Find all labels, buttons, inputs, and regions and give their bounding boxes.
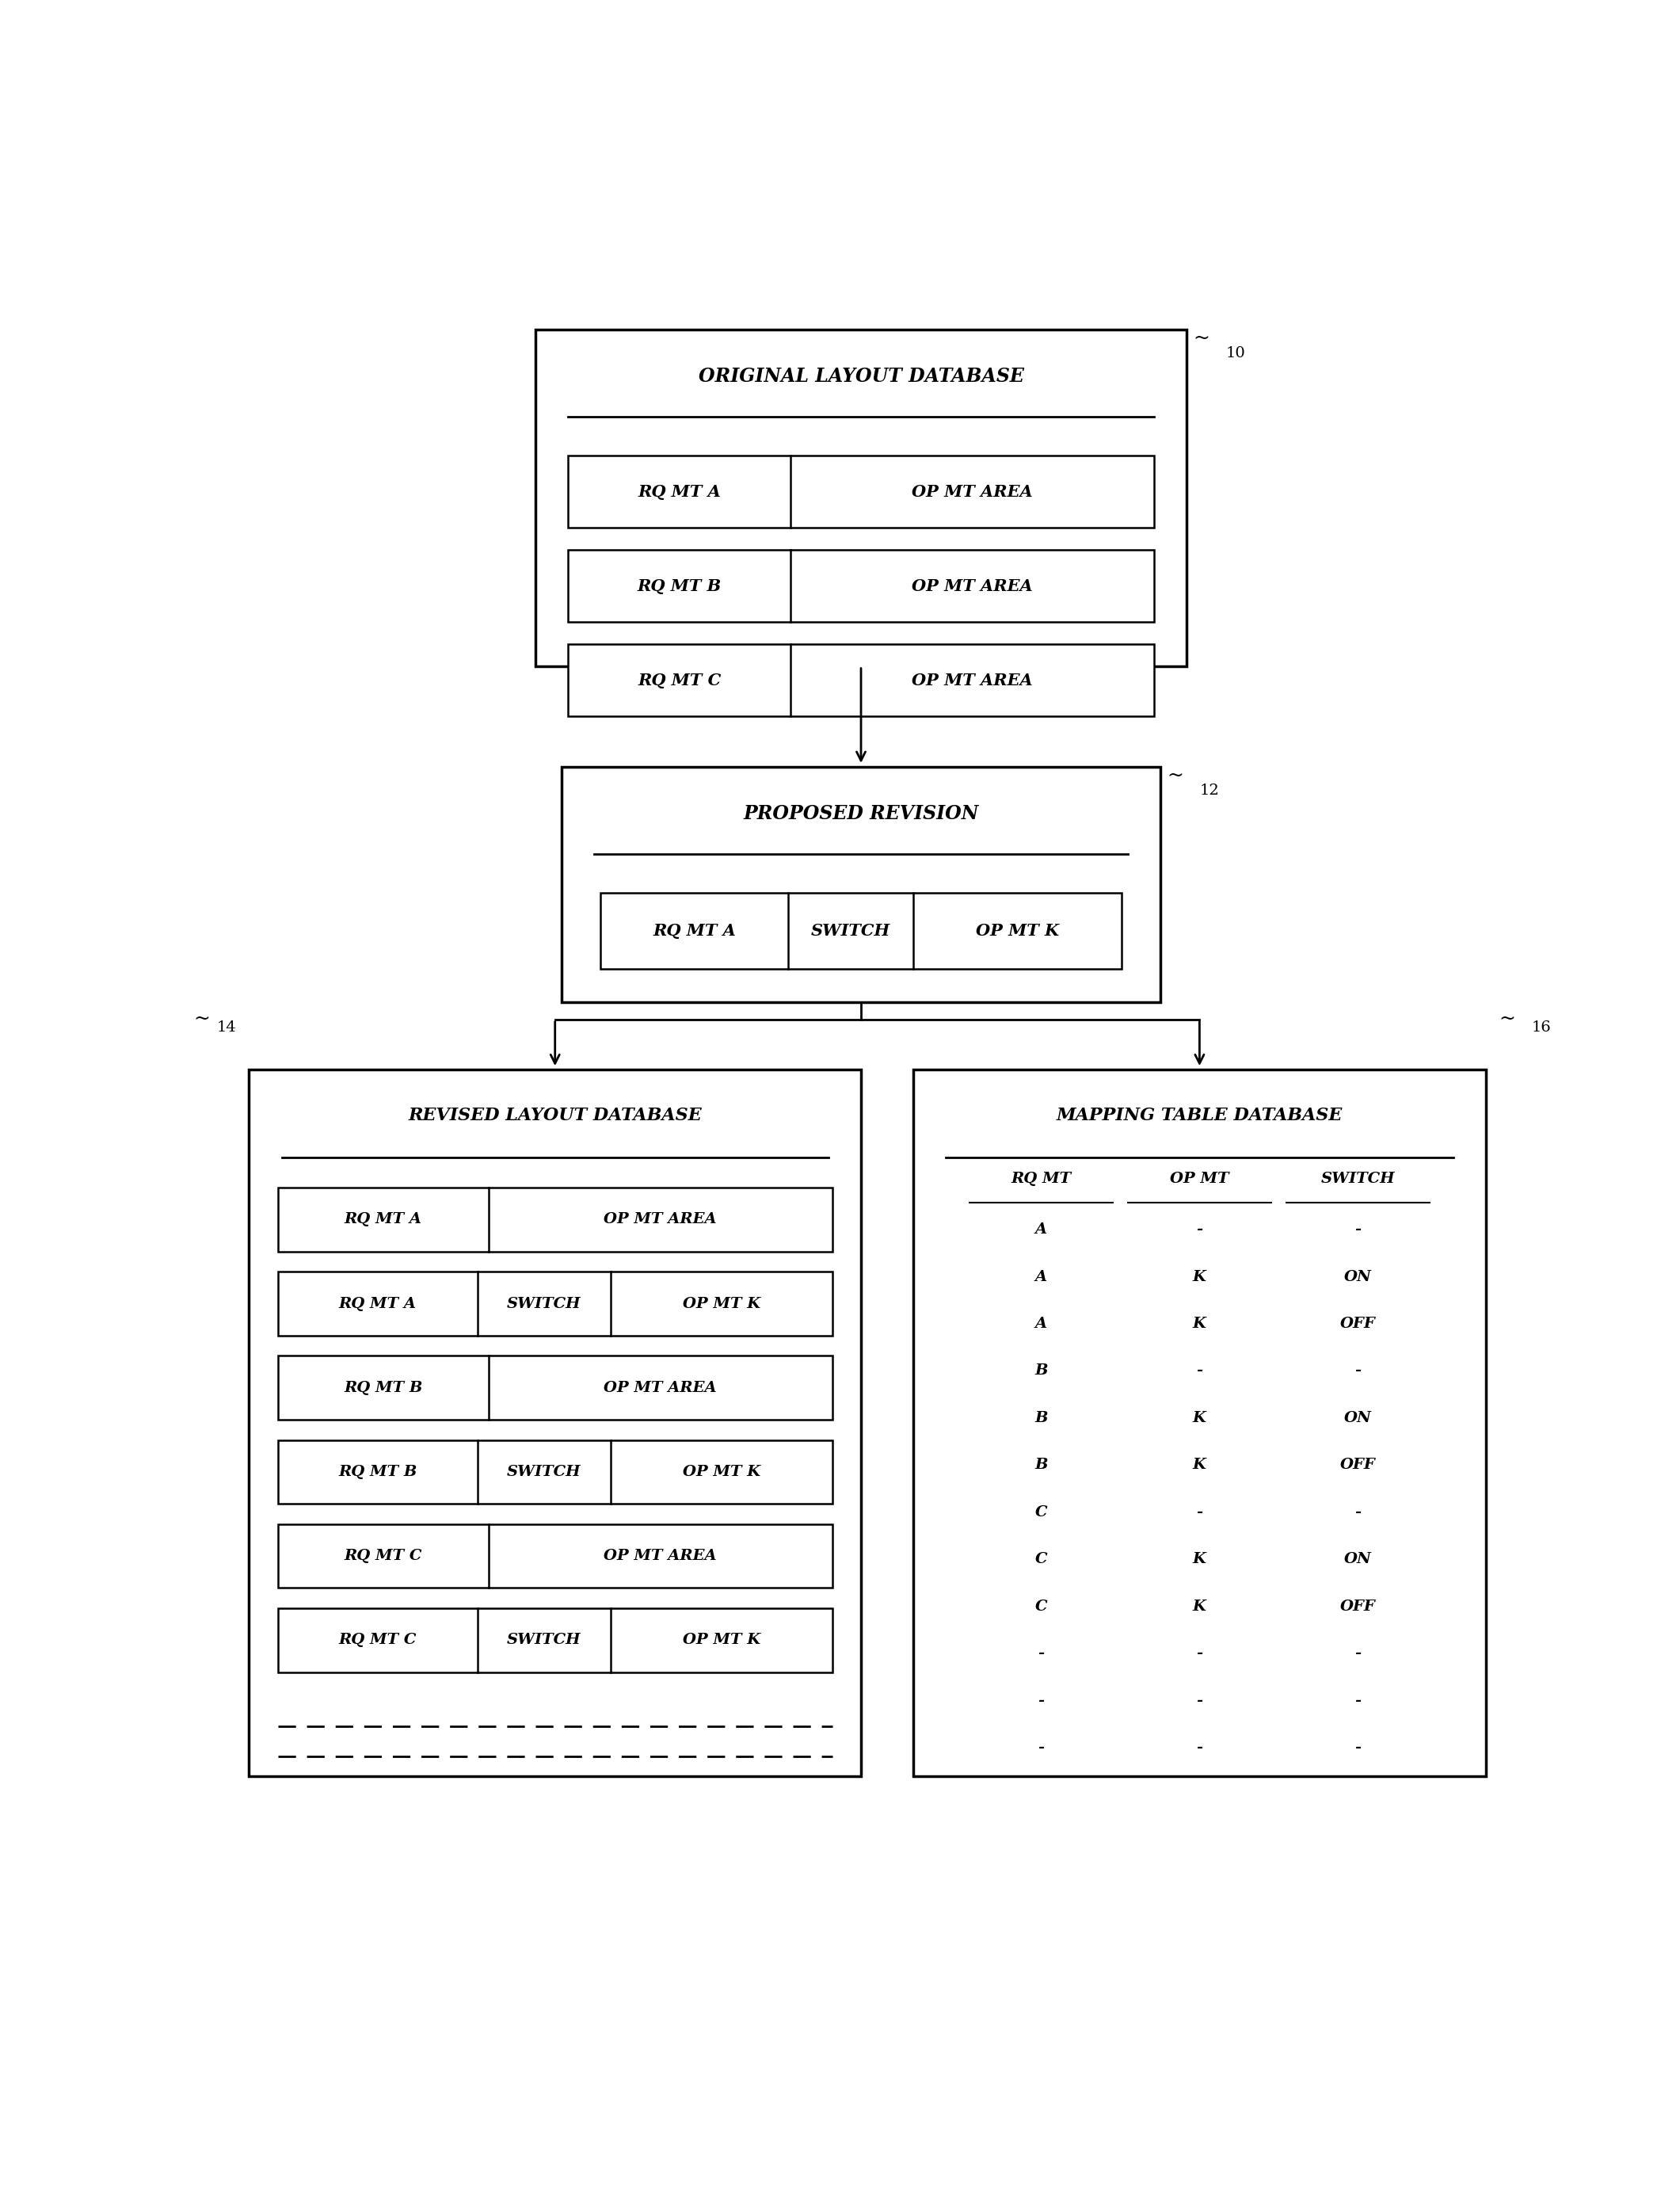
Text: 10: 10 — [1226, 345, 1245, 361]
Text: SWITCH: SWITCH — [507, 1632, 581, 1647]
Text: -: - — [1196, 1693, 1203, 1709]
Text: K: K — [1193, 1412, 1206, 1425]
Text: OP MT AREA: OP MT AREA — [603, 1381, 717, 1394]
Text: -: - — [1354, 1647, 1361, 1661]
Text: B: B — [1035, 1457, 1048, 1473]
Text: OP MT K: OP MT K — [682, 1296, 761, 1311]
Text: RQ MT B: RQ MT B — [637, 579, 721, 594]
Text: K: K — [1193, 1318, 1206, 1331]
Text: RQ MT B: RQ MT B — [338, 1464, 417, 1479]
Text: OFF: OFF — [1341, 1599, 1376, 1613]
Text: -: - — [1354, 1363, 1361, 1379]
Text: ON: ON — [1344, 1551, 1371, 1567]
Text: B: B — [1035, 1412, 1048, 1425]
Text: OP MT AREA: OP MT AREA — [912, 673, 1033, 688]
Text: RQ MT C: RQ MT C — [638, 673, 721, 688]
Bar — [277, 1440, 832, 1503]
Text: OP MT AREA: OP MT AREA — [912, 579, 1033, 594]
Text: -: - — [1038, 1741, 1045, 1755]
Text: ~: ~ — [1168, 767, 1183, 784]
Text: -: - — [1038, 1647, 1045, 1661]
Bar — [277, 1608, 832, 1672]
Bar — [568, 645, 1154, 717]
Text: RQ MT A: RQ MT A — [339, 1296, 417, 1311]
Text: -: - — [1196, 1647, 1203, 1661]
Text: -: - — [1196, 1505, 1203, 1519]
Text: RQ MT A: RQ MT A — [638, 483, 721, 500]
Text: -: - — [1354, 1741, 1361, 1755]
Text: SWITCH: SWITCH — [507, 1296, 581, 1311]
Text: -: - — [1196, 1741, 1203, 1755]
Bar — [914, 1071, 1485, 1776]
Text: RQ MT A: RQ MT A — [344, 1213, 422, 1226]
Text: ~: ~ — [193, 1009, 210, 1029]
Bar — [277, 1525, 832, 1588]
Text: OP MT: OP MT — [1169, 1171, 1230, 1186]
Text: -: - — [1196, 1221, 1203, 1237]
Bar — [568, 551, 1154, 623]
Text: A: A — [1035, 1318, 1047, 1331]
Text: OP MT K: OP MT K — [682, 1632, 761, 1647]
Text: RQ MT A: RQ MT A — [654, 922, 736, 940]
Text: -: - — [1354, 1221, 1361, 1237]
Text: -: - — [1038, 1693, 1045, 1709]
Bar — [561, 767, 1161, 1003]
Text: SWITCH: SWITCH — [507, 1464, 581, 1479]
Text: A: A — [1035, 1221, 1047, 1237]
Text: SWITCH: SWITCH — [1320, 1171, 1394, 1186]
Bar — [249, 1071, 862, 1776]
Bar — [277, 1189, 832, 1252]
Text: -: - — [1354, 1693, 1361, 1709]
Text: ON: ON — [1344, 1269, 1371, 1285]
Text: RQ MT: RQ MT — [1011, 1171, 1072, 1186]
Text: RQ MT C: RQ MT C — [344, 1549, 422, 1562]
Text: ~: ~ — [1499, 1009, 1515, 1029]
Text: ORIGINAL LAYOUT DATABASE: ORIGINAL LAYOUT DATABASE — [699, 367, 1023, 385]
Text: B: B — [1035, 1363, 1048, 1379]
Text: ON: ON — [1344, 1412, 1371, 1425]
Text: K: K — [1193, 1599, 1206, 1613]
Text: 14: 14 — [217, 1020, 235, 1036]
Bar — [601, 894, 1122, 968]
Bar — [536, 330, 1186, 666]
Text: -: - — [1354, 1505, 1361, 1519]
Bar — [277, 1272, 832, 1335]
Text: SWITCH: SWITCH — [811, 922, 890, 940]
Text: OP MT K: OP MT K — [682, 1464, 761, 1479]
Bar — [277, 1355, 832, 1420]
Text: RQ MT C: RQ MT C — [339, 1632, 417, 1647]
Text: OP MT AREA: OP MT AREA — [912, 483, 1033, 500]
Text: A: A — [1035, 1269, 1047, 1285]
Bar — [568, 457, 1154, 529]
Text: MAPPING TABLE DATABASE: MAPPING TABLE DATABASE — [1057, 1108, 1342, 1125]
Text: PROPOSED REVISION: PROPOSED REVISION — [743, 804, 979, 824]
Text: ~: ~ — [1193, 330, 1210, 347]
Text: RQ MT B: RQ MT B — [344, 1381, 422, 1394]
Text: OP MT K: OP MT K — [976, 922, 1058, 940]
Text: OP MT AREA: OP MT AREA — [603, 1213, 717, 1226]
Text: C: C — [1035, 1551, 1047, 1567]
Text: K: K — [1193, 1457, 1206, 1473]
Text: 16: 16 — [1532, 1020, 1551, 1036]
Text: C: C — [1035, 1599, 1047, 1613]
Text: C: C — [1035, 1505, 1047, 1519]
Text: 12: 12 — [1200, 784, 1220, 798]
Text: -: - — [1196, 1363, 1203, 1379]
Text: OP MT AREA: OP MT AREA — [603, 1549, 717, 1562]
Text: OFF: OFF — [1341, 1318, 1376, 1331]
Text: K: K — [1193, 1269, 1206, 1285]
Text: K: K — [1193, 1551, 1206, 1567]
Text: OFF: OFF — [1341, 1457, 1376, 1473]
Text: REVISED LAYOUT DATABASE: REVISED LAYOUT DATABASE — [408, 1108, 702, 1125]
